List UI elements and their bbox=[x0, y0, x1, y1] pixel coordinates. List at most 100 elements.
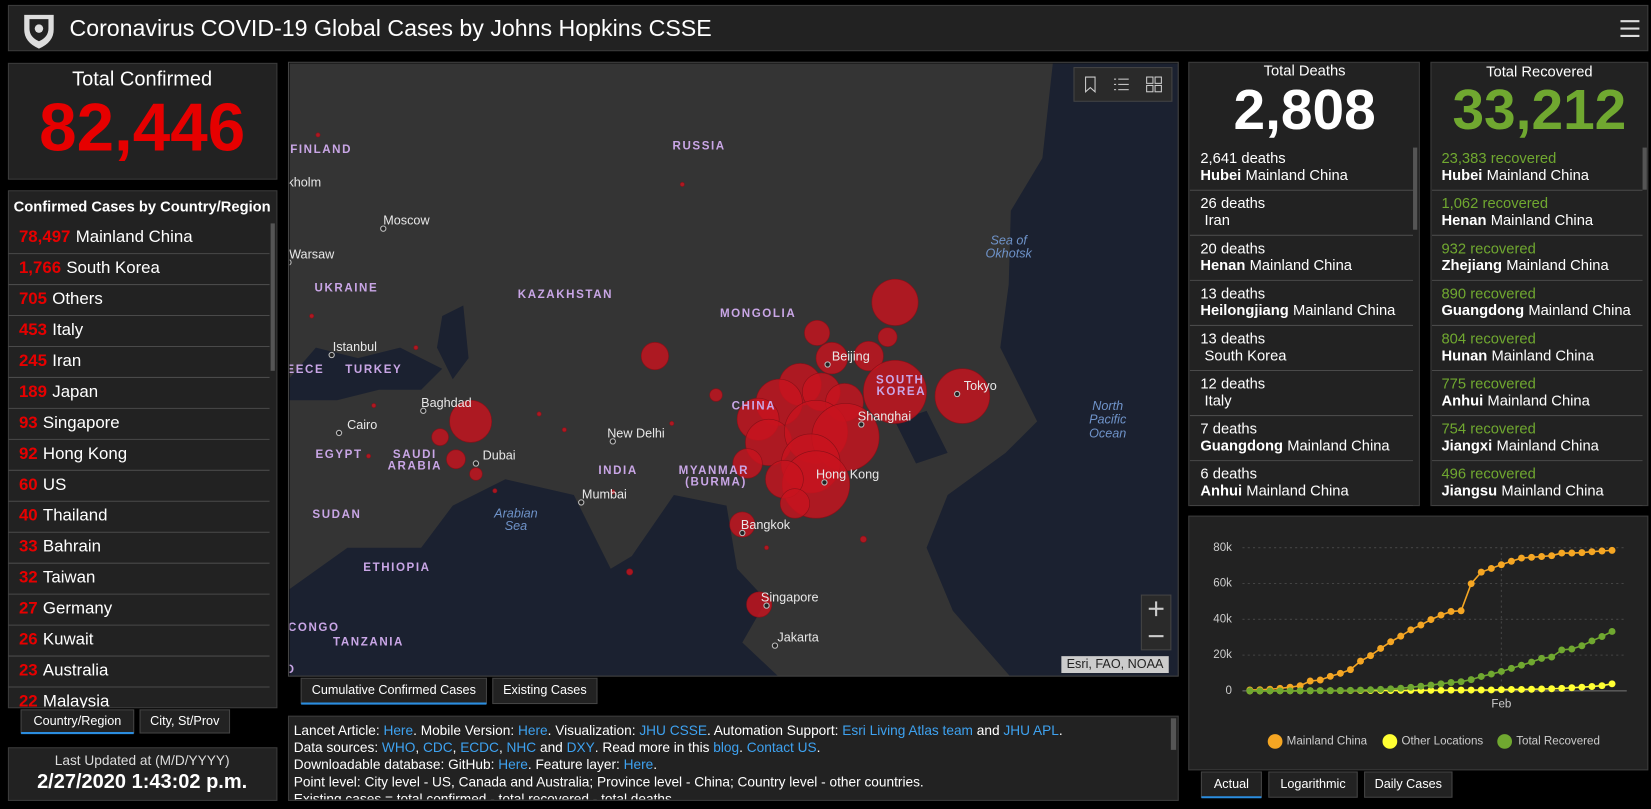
country-item[interactable]: 1,766 South Korea bbox=[19, 259, 161, 278]
point[interactable] bbox=[1497, 561, 1505, 569]
case-bubble[interactable] bbox=[679, 182, 685, 187]
point[interactable] bbox=[1548, 653, 1556, 661]
country-item[interactable]: 78,497 Mainland China bbox=[19, 228, 193, 247]
scrollbar[interactable] bbox=[1170, 718, 1177, 750]
point[interactable] bbox=[1518, 661, 1525, 669]
case-bubble[interactable] bbox=[626, 568, 634, 576]
item-count-line[interactable]: 6 deaths bbox=[1200, 467, 1257, 483]
case-bubble[interactable] bbox=[934, 368, 991, 424]
item-count-line[interactable]: 23,383 recovered bbox=[1441, 151, 1556, 167]
point[interactable] bbox=[1246, 687, 1254, 695]
item-count-line[interactable]: 496 recovered bbox=[1441, 467, 1535, 483]
country-item[interactable]: 245 Iran bbox=[19, 351, 81, 370]
info-link[interactable]: ECDC bbox=[460, 740, 499, 755]
point[interactable] bbox=[1377, 644, 1385, 652]
point[interactable] bbox=[1457, 678, 1465, 686]
info-link[interactable]: Here bbox=[624, 757, 654, 772]
tab[interactable] bbox=[1364, 771, 1453, 798]
item-count-line[interactable]: 890 recovered bbox=[1441, 286, 1535, 302]
point[interactable] bbox=[1457, 607, 1465, 615]
map[interactable]: FINLAND ckholm RUSSIA Moscow Warsaw UKRAINE KA… bbox=[275, 62, 1179, 677]
case-bubble[interactable] bbox=[431, 428, 449, 446]
country-item[interactable]: 33 Bahrain bbox=[19, 537, 101, 556]
info-link[interactable]: Esri Living Atlas team bbox=[842, 723, 973, 738]
point[interactable] bbox=[1467, 580, 1475, 588]
case-bubble[interactable] bbox=[446, 449, 466, 470]
item-count-line[interactable]: 804 recovered bbox=[1441, 331, 1535, 347]
point[interactable] bbox=[1598, 633, 1606, 640]
info-link[interactable]: Here bbox=[518, 723, 548, 738]
point[interactable] bbox=[1296, 687, 1304, 695]
point[interactable] bbox=[1518, 554, 1525, 562]
tab[interactable] bbox=[1268, 771, 1358, 798]
scrollbar[interactable] bbox=[1413, 147, 1418, 230]
point[interactable] bbox=[1558, 646, 1566, 654]
point[interactable] bbox=[1538, 685, 1546, 693]
point[interactable] bbox=[1608, 627, 1616, 635]
point[interactable] bbox=[1507, 557, 1515, 565]
scrollbar[interactable] bbox=[270, 223, 275, 371]
menu-button[interactable] bbox=[1620, 20, 1640, 38]
case-bubble[interactable] bbox=[779, 488, 811, 519]
point[interactable] bbox=[1477, 672, 1485, 680]
item-count-line[interactable]: 20 deaths bbox=[1200, 241, 1265, 257]
case-bubble[interactable] bbox=[764, 545, 769, 551]
tab-label[interactable]: Existing Cases bbox=[503, 683, 587, 697]
case-bubble[interactable] bbox=[366, 453, 371, 459]
point[interactable] bbox=[1346, 686, 1354, 694]
point[interactable] bbox=[1447, 686, 1455, 694]
point[interactable] bbox=[1447, 607, 1455, 615]
point[interactable] bbox=[1578, 549, 1586, 557]
point[interactable] bbox=[1467, 676, 1475, 684]
point[interactable] bbox=[1346, 666, 1354, 674]
case-bubble[interactable] bbox=[863, 359, 927, 424]
point[interactable] bbox=[1568, 549, 1576, 557]
point[interactable] bbox=[1387, 685, 1395, 693]
case-bubble[interactable] bbox=[413, 345, 419, 351]
case-bubble[interactable] bbox=[492, 488, 498, 494]
legend-label[interactable]: Other Locations bbox=[1401, 736, 1483, 748]
tab[interactable] bbox=[492, 677, 598, 705]
case-bubble[interactable] bbox=[746, 591, 773, 618]
basemap-button[interactable] bbox=[1146, 76, 1162, 93]
point[interactable] bbox=[1578, 683, 1586, 691]
point[interactable] bbox=[1336, 669, 1344, 677]
point[interactable] bbox=[1407, 683, 1415, 691]
country-item[interactable]: 93 Singapore bbox=[19, 413, 120, 432]
point[interactable] bbox=[1367, 652, 1375, 660]
bookmark-button[interactable] bbox=[1085, 76, 1096, 93]
point[interactable] bbox=[1598, 547, 1606, 555]
case-bubble[interactable] bbox=[669, 421, 675, 426]
point[interactable] bbox=[1256, 687, 1264, 695]
item-count-line[interactable]: 754 recovered bbox=[1441, 421, 1535, 437]
tab[interactable] bbox=[139, 709, 231, 734]
tab-label[interactable]: Daily Cases bbox=[1375, 777, 1442, 791]
point[interactable] bbox=[1497, 667, 1505, 675]
point[interactable] bbox=[1568, 645, 1576, 653]
info-link[interactable]: JHU APL bbox=[1003, 723, 1059, 738]
scrollbar[interactable] bbox=[1642, 147, 1647, 190]
point[interactable] bbox=[1487, 670, 1495, 678]
point[interactable] bbox=[1387, 638, 1395, 646]
point[interactable] bbox=[1357, 657, 1364, 665]
country-item[interactable]: 40 Thailand bbox=[19, 506, 108, 525]
point[interactable] bbox=[1367, 686, 1375, 694]
case-bubble[interactable] bbox=[815, 342, 848, 375]
point[interactable] bbox=[1548, 685, 1556, 693]
info-link[interactable]: Here bbox=[383, 723, 413, 738]
case-bubble[interactable] bbox=[469, 467, 483, 481]
point[interactable] bbox=[1548, 552, 1556, 560]
point[interactable] bbox=[1326, 687, 1334, 695]
item-count-line[interactable]: 775 recovered bbox=[1441, 376, 1535, 392]
case-bubble[interactable] bbox=[729, 511, 756, 538]
point[interactable] bbox=[1487, 564, 1495, 572]
point[interactable] bbox=[1497, 686, 1505, 694]
legend-swatch[interactable] bbox=[1267, 734, 1283, 749]
point[interactable] bbox=[1568, 684, 1576, 692]
country-item[interactable]: 26 Kuwait bbox=[19, 630, 94, 649]
country-item[interactable]: 60 US bbox=[19, 475, 66, 494]
point[interactable] bbox=[1477, 568, 1485, 576]
country-item[interactable]: 22 Malaysia bbox=[19, 692, 110, 711]
tab[interactable] bbox=[1200, 771, 1262, 798]
point[interactable] bbox=[1588, 548, 1596, 556]
